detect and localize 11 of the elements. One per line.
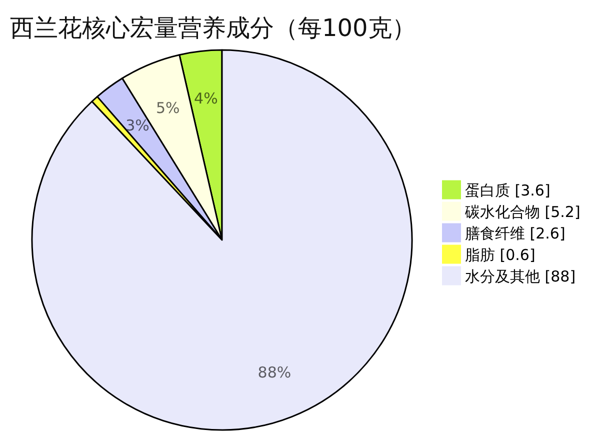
data-label: 4% — [194, 89, 218, 108]
data-label: 3% — [126, 116, 150, 134]
data-label: 88% — [258, 363, 292, 382]
legend-label: 脂肪 [0.6] — [465, 246, 536, 264]
pie-slice — [31, 49, 413, 430]
legend-label: 膳食纤维 [2.6] — [465, 224, 566, 242]
data-label: 5% — [156, 99, 180, 118]
legend-label: 水分及其他 [88] — [465, 267, 576, 286]
legend-label: 碳水化合物 [5.2] — [464, 202, 580, 221]
chart-title: 西兰花核心宏量营养成分（每100克） — [10, 14, 416, 42]
legend-label: 蛋白质 [3.6] — [465, 181, 550, 200]
